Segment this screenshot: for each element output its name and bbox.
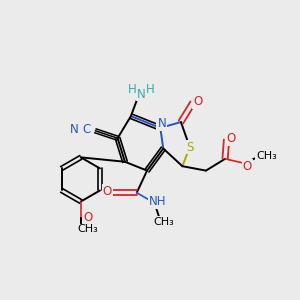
- Text: NH: NH: [148, 195, 166, 208]
- Text: O: O: [103, 185, 112, 198]
- Text: CH₃: CH₃: [256, 151, 277, 161]
- Text: O: O: [242, 160, 252, 173]
- Text: H: H: [146, 83, 154, 96]
- Text: CH₃: CH₃: [153, 217, 174, 227]
- Text: S: S: [186, 141, 194, 154]
- Text: O: O: [226, 132, 236, 145]
- Text: H: H: [128, 83, 137, 96]
- Text: N: N: [137, 88, 146, 100]
- Text: CH₃: CH₃: [78, 224, 98, 235]
- Text: C: C: [82, 123, 91, 136]
- Text: N: N: [70, 123, 79, 136]
- Text: O: O: [83, 211, 93, 224]
- Text: O: O: [194, 95, 202, 108]
- Text: N: N: [158, 117, 166, 130]
